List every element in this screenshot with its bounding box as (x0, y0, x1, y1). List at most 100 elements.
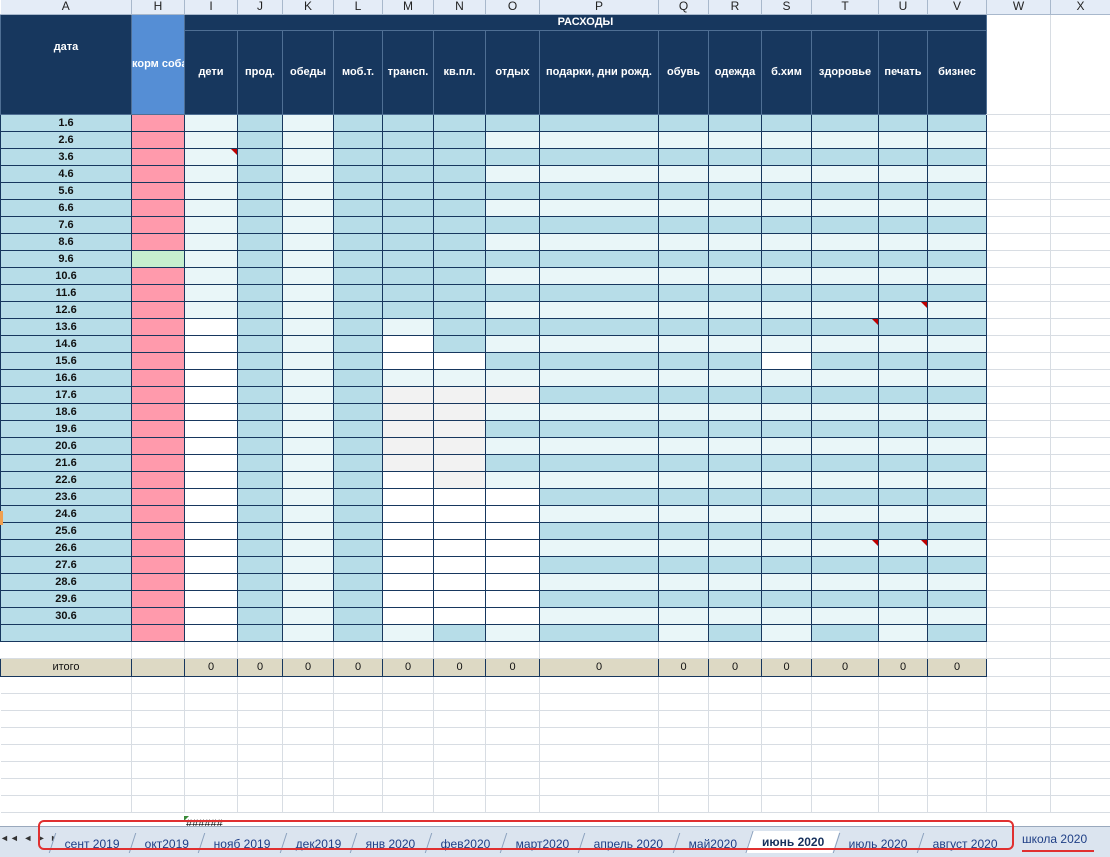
totals-cell[interactable]: 0 (283, 658, 334, 676)
date-cell[interactable]: 16.6 (1, 369, 132, 386)
expense-cell[interactable] (762, 573, 812, 590)
cell[interactable] (540, 727, 659, 744)
expense-cell[interactable] (540, 318, 659, 335)
expense-cell[interactable] (879, 386, 928, 403)
cell[interactable] (132, 761, 185, 778)
date-cell[interactable]: 26.6 (1, 539, 132, 556)
expense-cell[interactable] (238, 267, 283, 284)
expense-cell[interactable] (709, 403, 762, 420)
expense-cell[interactable] (540, 471, 659, 488)
cell[interactable] (1051, 199, 1110, 216)
expense-cell[interactable] (238, 182, 283, 199)
cell[interactable] (486, 744, 540, 761)
sheet-tab[interactable]: дек2019 (280, 833, 357, 853)
expense-cell[interactable] (283, 522, 334, 539)
cell[interactable] (486, 727, 540, 744)
expense-cell[interactable] (238, 165, 283, 182)
expense-cell[interactable] (540, 250, 659, 267)
cell[interactable] (238, 710, 283, 727)
expense-cell[interactable] (185, 522, 238, 539)
cell[interactable] (238, 693, 283, 710)
cell[interactable] (383, 676, 434, 693)
expense-cell[interactable] (434, 386, 486, 403)
expense-cell[interactable] (812, 403, 879, 420)
expense-cell[interactable] (383, 573, 434, 590)
dog-food-cell[interactable] (132, 131, 185, 148)
expense-cell[interactable] (434, 556, 486, 573)
expense-cell[interactable] (238, 556, 283, 573)
expense-cell[interactable] (434, 539, 486, 556)
cell[interactable] (1051, 556, 1110, 573)
expense-cell[interactable] (383, 114, 434, 131)
expense-cell[interactable] (709, 386, 762, 403)
expense-cell[interactable] (383, 301, 434, 318)
cell[interactable] (987, 522, 1051, 539)
expense-cell[interactable] (334, 131, 383, 148)
cell[interactable] (928, 795, 987, 812)
cell[interactable] (486, 795, 540, 812)
dog-food-cell[interactable] (132, 522, 185, 539)
cell[interactable] (185, 744, 238, 761)
expense-cell[interactable] (486, 539, 540, 556)
cell[interactable] (987, 710, 1051, 727)
expense-cell[interactable] (238, 318, 283, 335)
dog-food-cell[interactable] (132, 369, 185, 386)
cell[interactable] (1051, 795, 1110, 812)
expense-cell[interactable] (486, 369, 540, 386)
expense-cell[interactable] (879, 148, 928, 165)
expense-cell[interactable] (185, 284, 238, 301)
cell[interactable] (812, 795, 879, 812)
expense-cell[interactable] (486, 216, 540, 233)
cell[interactable] (812, 710, 879, 727)
cell[interactable] (762, 778, 812, 795)
cell[interactable] (383, 693, 434, 710)
cell[interactable] (762, 795, 812, 812)
date-cell[interactable]: 12.6 (1, 301, 132, 318)
expense-cell[interactable] (283, 131, 334, 148)
expense-cell[interactable] (540, 488, 659, 505)
cell[interactable] (238, 727, 283, 744)
expense-cell[interactable] (812, 165, 879, 182)
expense-cell[interactable] (434, 216, 486, 233)
expense-cell[interactable] (283, 488, 334, 505)
expense-cell[interactable] (434, 505, 486, 522)
date-cell[interactable]: 20.6 (1, 437, 132, 454)
expense-cell[interactable] (334, 114, 383, 131)
expense-cell[interactable] (486, 284, 540, 301)
cell[interactable] (928, 744, 987, 761)
cell[interactable] (812, 744, 879, 761)
expense-cell[interactable] (879, 352, 928, 369)
expense-cell[interactable] (928, 250, 987, 267)
expense-cell[interactable] (283, 590, 334, 607)
cell[interactable] (762, 761, 812, 778)
cell[interactable] (987, 488, 1051, 505)
dog-food-cell[interactable] (132, 199, 185, 216)
expense-cell[interactable] (928, 403, 987, 420)
expense-cell[interactable] (659, 437, 709, 454)
cell[interactable] (283, 761, 334, 778)
expense-cell[interactable] (383, 250, 434, 267)
cell[interactable] (928, 693, 987, 710)
cell[interactable] (659, 676, 709, 693)
expense-cell[interactable] (434, 114, 486, 131)
expense-cell[interactable] (334, 522, 383, 539)
expense-cell[interactable] (928, 505, 987, 522)
expense-cell[interactable] (486, 267, 540, 284)
cell[interactable] (185, 795, 238, 812)
expense-cell[interactable] (928, 573, 987, 590)
cell[interactable] (879, 795, 928, 812)
expense-cell[interactable] (540, 437, 659, 454)
column-header-n[interactable]: N (434, 0, 486, 14)
totals-cell[interactable]: 0 (659, 658, 709, 676)
dog-food-cell[interactable] (132, 590, 185, 607)
dog-food-cell[interactable] (132, 386, 185, 403)
expense-cell[interactable] (434, 488, 486, 505)
cell[interactable] (334, 727, 383, 744)
expense-cell[interactable] (928, 437, 987, 454)
expense-cell[interactable] (283, 437, 334, 454)
expense-cell[interactable] (383, 352, 434, 369)
cell[interactable] (1, 710, 132, 727)
cell[interactable] (987, 14, 1051, 114)
cell[interactable] (486, 641, 540, 658)
cell[interactable] (486, 676, 540, 693)
